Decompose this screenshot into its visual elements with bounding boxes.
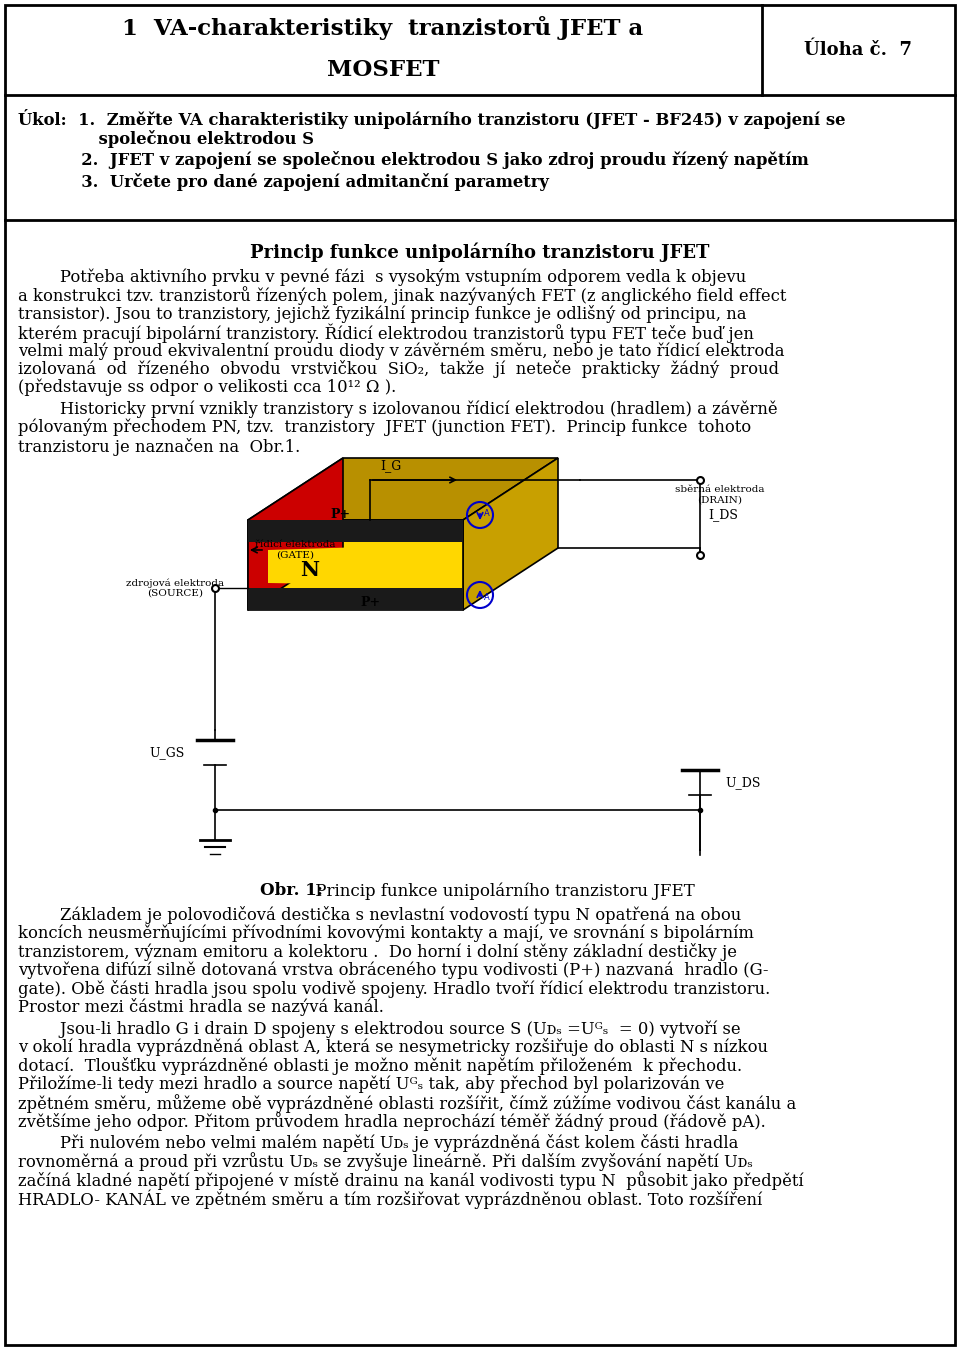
Text: Základem je polovodičová destička s nevlastní vodovostí typu N opatřená na obou: Základem je polovodičová destička s nevl… (18, 906, 741, 923)
Text: zvětšíme jeho odpor. Přitom průvodem hradla neprochází téměř žádný proud (řádově: zvětšíme jeho odpor. Přitom průvodem hra… (18, 1112, 766, 1131)
Polygon shape (248, 458, 343, 610)
Text: začíná kladné napětí připojené v místě drainu na kanál vodivosti typu N  působit: začíná kladné napětí připojené v místě d… (18, 1170, 804, 1189)
Text: 3.  Určete pro dané zapojení admitanční parametry: 3. Určete pro dané zapojení admitanční p… (18, 173, 549, 190)
Text: Při nulovém nebo velmi malém napětí Uᴅₛ je vyprázdněná část kolem části hradla: Při nulovém nebo velmi malém napětí Uᴅₛ … (18, 1134, 738, 1152)
Text: kterém pracují bipolární tranzistory. Řídicí elektrodou tranzistorů typu FET teč: kterém pracují bipolární tranzistory. Ří… (18, 324, 754, 343)
Polygon shape (248, 520, 463, 541)
Text: vytvořena difúzí silně dotovaná vrstva obráceného typu vodivosti (P+) nazvaná  h: vytvořena difúzí silně dotovaná vrstva o… (18, 961, 769, 979)
Text: Úloha č.  7: Úloha č. 7 (804, 40, 912, 59)
Text: I_G: I_G (380, 459, 401, 472)
Text: Prostor mezi částmi hradla se nazývá kanál.: Prostor mezi částmi hradla se nazývá kan… (18, 999, 384, 1017)
Text: zdrojová elektroda
(SOURCE): zdrojová elektroda (SOURCE) (126, 578, 224, 598)
Text: 1  VA-charakteristiky  tranzistorů JFET a: 1 VA-charakteristiky tranzistorů JFET a (123, 16, 643, 40)
Text: transistor). Jsou to tranzistory, jejichž fyzikální princip funkce je odlišný od: transistor). Jsou to tranzistory, jejich… (18, 305, 747, 323)
Text: Princip funkce unipolárního tranzistoru JFET: Princip funkce unipolárního tranzistoru … (310, 882, 695, 899)
Text: dotací.  Tloušťku vyprázdněné oblasti je možno měnit napětím přiloženém  k přech: dotací. Tloušťku vyprázdněné oblasti je … (18, 1057, 742, 1075)
Text: HRADLO- KANÁL ve zpětném směru a tím rozšiřovat vyprázdněnou oblast. Toto rozšíř: HRADLO- KANÁL ve zpětném směru a tím roz… (18, 1189, 762, 1210)
Text: tranzistoru je naznačen na  Obr.1.: tranzistoru je naznačen na Obr.1. (18, 437, 300, 455)
Text: A: A (484, 509, 490, 517)
Text: MOSFET: MOSFET (326, 59, 440, 81)
Text: tranzistorem, význam emitoru a kolektoru .  Do horní i dolní stěny základní dest: tranzistorem, význam emitoru a kolektoru… (18, 944, 737, 961)
Text: společnou elektrodou S: společnou elektrodou S (18, 130, 314, 148)
Text: v okolí hradla vyprázdněná oblast A, která se nesymetricky rozšiřuje do oblasti : v okolí hradla vyprázdněná oblast A, kte… (18, 1038, 768, 1057)
Text: I_DS: I_DS (708, 509, 738, 521)
Text: Přiložíme-li tedy mezi hradlo a source napětí Uᴳₛ tak, aby přechod byl polarizov: Přiložíme-li tedy mezi hradlo a source n… (18, 1076, 725, 1094)
Text: Historicky první vznikly tranzistory s izolovanou řídicí elektrodou (hradlem) a : Historicky první vznikly tranzistory s i… (18, 401, 778, 418)
Text: izolovaná  od  řízeného  obvodu  vrstvičkou  SiO₂,  takže  jí  neteče  prakticky: izolovaná od řízeného obvodu vrstvičkou … (18, 360, 779, 378)
Polygon shape (463, 458, 558, 610)
Text: Jsou-li hradlo G i drain D spojeny s elektrodou source S (Uᴅₛ =Uᴳₛ  = 0) vytvoří: Jsou-li hradlo G i drain D spojeny s ele… (18, 1021, 740, 1038)
Polygon shape (248, 458, 558, 520)
Text: P+: P+ (330, 508, 350, 521)
Text: (představuje ss odpor o velikosti cca 10¹² Ω ).: (představuje ss odpor o velikosti cca 10… (18, 379, 396, 397)
Text: gate). Obě části hradla jsou spolu vodivě spojeny. Hradlo tvoří řídicí elektrodu: gate). Obě části hradla jsou spolu vodiv… (18, 980, 770, 998)
Text: velmi malý proud ekvivalentní proudu diody v závěrném směru, nebo je tato řídicí: velmi malý proud ekvivalentní proudu dio… (18, 342, 784, 359)
Text: U_GS: U_GS (150, 747, 185, 759)
Polygon shape (248, 589, 463, 610)
Polygon shape (268, 544, 458, 586)
Text: Úkol:  1.  Změřte VA charakteristiky unipolárního tranzistoru (JFET - BF245) v z: Úkol: 1. Změřte VA charakteristiky unipo… (18, 109, 846, 130)
Text: zpětném směru, můžeme obě vyprázdněné oblasti rozšířit, čímž zúžíme vodivou část: zpětném směru, můžeme obě vyprázdněné ob… (18, 1094, 796, 1112)
Text: Princip funkce unipolárního tranzistoru JFET: Princip funkce unipolárního tranzistoru … (251, 242, 709, 262)
Text: řídicí elektroda
(GATE): řídicí elektroda (GATE) (254, 540, 335, 560)
Polygon shape (248, 520, 463, 610)
Text: Obr. 1:: Obr. 1: (260, 882, 323, 899)
Text: sběrná elektroda
(DRAIN): sběrná elektroda (DRAIN) (675, 485, 765, 505)
Text: N: N (300, 560, 320, 580)
Text: 2.  JFET v zapojení se společnou elektrodou S jako zdroj proudu řízený napětím: 2. JFET v zapojení se společnou elektrod… (18, 151, 808, 169)
Text: rovnoměrná a proud při vzrůstu Uᴅₛ se zvyšuje lineárně. Při dalším zvyšování nap: rovnoměrná a proud při vzrůstu Uᴅₛ se zv… (18, 1153, 753, 1172)
Text: U_DS: U_DS (725, 776, 760, 788)
Text: pólovaným přechodem PN, tzv.  tranzistory  JFET (junction FET).  Princip funkce : pólovaným přechodem PN, tzv. tranzistory… (18, 418, 751, 436)
Text: koncích neusměrňujícími přívodními kovovými kontakty a mají, ve srovnání s bipol: koncích neusměrňujícími přívodními kovov… (18, 925, 754, 942)
Text: P+: P+ (360, 595, 380, 609)
Text: a konstrukci tzv. tranzistorů řízených polem, jinak nazývaných FET (z anglického: a konstrukci tzv. tranzistorů řízených p… (18, 286, 786, 305)
Text: Potřeba aktivního prvku v pevné fázi  s vysokým vstupním odporem vedla k objevu: Potřeba aktivního prvku v pevné fázi s v… (18, 269, 746, 285)
Text: A: A (484, 593, 490, 602)
